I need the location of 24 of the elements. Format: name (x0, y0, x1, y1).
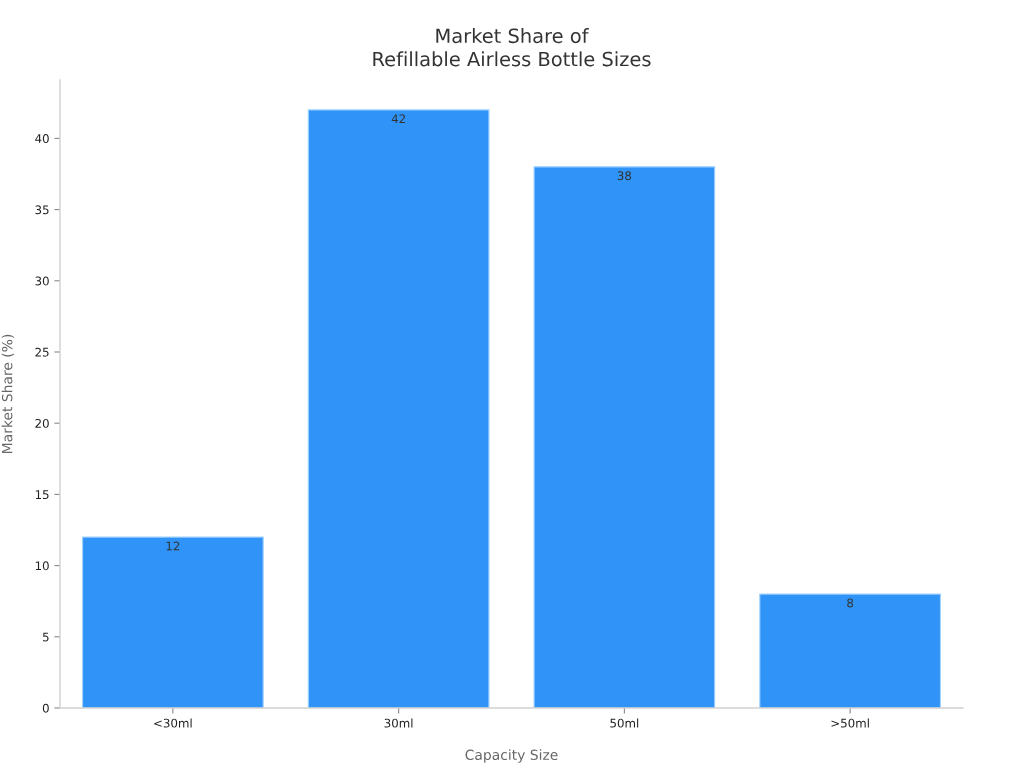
chart-title: Market Share of Refillable Airless Bottle Sizes (373, 28, 651, 67)
x-tick-label: 30ml (384, 718, 413, 728)
y-tick-label: 25 (35, 347, 49, 357)
bar (307, 109, 490, 708)
y-tick-label: 40 (35, 134, 49, 144)
bar (533, 166, 716, 708)
x-tick-label: <30ml (154, 718, 192, 728)
y-tick-label: 15 (35, 490, 49, 500)
y-tick-label: 30 (35, 276, 49, 286)
x-tick-label: 50ml (610, 718, 639, 728)
x-axis-title: Capacity Size (465, 749, 558, 763)
data-label: 38 (617, 171, 632, 181)
data-label: 42 (391, 114, 405, 124)
data-label: 8 (847, 598, 854, 608)
data-label: 12 (166, 541, 180, 551)
y-tick-label: 0 (42, 703, 49, 713)
y-tick-label: 20 (35, 418, 49, 428)
bar (759, 593, 941, 708)
y-axis-title: Market Share (%) (1, 334, 15, 453)
x-tick-label: >50ml (831, 718, 869, 728)
bar (82, 536, 264, 708)
y-tick-label: 35 (35, 205, 49, 215)
y-tick-label: 5 (42, 632, 49, 642)
y-tick-label: 10 (35, 561, 49, 571)
